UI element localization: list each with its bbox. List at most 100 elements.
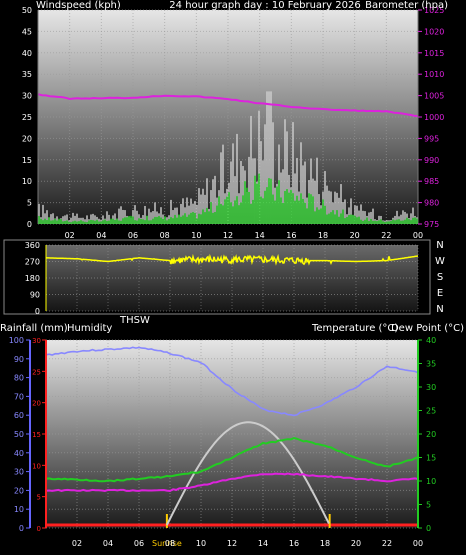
barometer-tick-label: 1010: [424, 70, 444, 79]
compass-label: N: [436, 240, 443, 251]
windspeed-tick-label: 35: [22, 70, 32, 79]
humidity-axis-title: Humidity: [67, 323, 112, 334]
temperature-line: [45, 436, 419, 483]
direction-tick-label: 0: [35, 307, 40, 316]
windspeed-tick-label: 20: [22, 134, 32, 143]
temperature-tick-label: 30: [426, 383, 436, 392]
barometer-axis-title: Barometer (hpa): [365, 0, 448, 11]
humidity-tick-label: 90: [14, 355, 24, 364]
windspeed-tick-label: 40: [22, 49, 32, 58]
bottom-hour-label: 10: [196, 539, 206, 548]
temperature-tick-label: 0: [426, 524, 431, 533]
barometer-tick-label: 1015: [424, 49, 444, 58]
barometer-line: [37, 93, 419, 118]
compass-label: E: [437, 288, 443, 299]
dewpoint-line: [45, 472, 419, 493]
rain-tick-label: 15: [32, 431, 41, 439]
barometer-tick-label: 980: [424, 199, 439, 208]
bottom-hour-label: 12: [227, 539, 237, 548]
windspeed-tick-label: 0: [27, 220, 32, 229]
bottom-hour-label: 22: [382, 539, 392, 548]
temperature-tick-label: 25: [426, 407, 436, 416]
top-hour-label: 20: [350, 231, 360, 240]
wind-direction-line: [45, 253, 419, 266]
bottom-hour-label: 18: [320, 539, 330, 548]
direction-tick-label: 270: [25, 258, 40, 267]
humidity-tick-label: 30: [14, 468, 24, 477]
top-hour-label: 16: [286, 231, 296, 240]
temperature-tick-label: 40: [426, 336, 436, 345]
temperature-tick-label: 15: [426, 454, 436, 463]
sun-markers: Sunrise: [152, 514, 331, 548]
rain-tick-label: 30: [32, 337, 41, 345]
temperature-tick-label: 5: [426, 501, 431, 510]
barometer-tick-label: 990: [424, 156, 439, 165]
bottom-hour-label: 02: [72, 539, 82, 548]
windspeed-series: [38, 173, 418, 224]
bottom-hour-label: 00: [413, 539, 423, 548]
top-hour-label: 06: [128, 231, 138, 240]
windspeed-tick-label: 45: [22, 27, 32, 36]
temperature-tick-label: 10: [426, 477, 436, 486]
rain-ticks: 0 5 10 15 20 25 30: [32, 337, 46, 533]
temperature-tick-label: 20: [426, 430, 436, 439]
compass-label: N: [436, 304, 443, 315]
top-hour-label: 10: [191, 231, 201, 240]
barometer-tick-label: 1020: [424, 27, 444, 36]
barometer-tick-label: 1000: [424, 113, 444, 122]
temperature-axis-title: Temperature (°C): [311, 323, 398, 334]
windspeed-tick-label: 25: [22, 113, 32, 122]
barometer-ticks: 975 980 985 990 995 1000 1005 1010 1015 1020 1025: [418, 6, 444, 229]
direction-ticks: 0 90 180 270 360: [25, 241, 40, 316]
barometer-tick-label: 985: [424, 177, 439, 186]
windspeed-axis-title: Windspeed (kph): [36, 0, 121, 11]
bottom-hour-label: 14: [258, 539, 268, 548]
bottom-hour-label: 08: [165, 539, 175, 548]
top-hour-label: 02: [65, 231, 75, 240]
bottom-hour-label: 16: [289, 539, 299, 548]
windspeed-tick-label: 5: [27, 199, 32, 208]
humidity-line: [45, 346, 419, 417]
humidity-tick-label: 100: [9, 336, 24, 345]
compass-label: W: [435, 256, 445, 267]
bottom-hour-ticks: 02 04 06 08 10 12 14 16 18 20 22 00: [72, 539, 423, 548]
rain-tick-label: 0: [37, 525, 41, 533]
top-hour-label: 00: [413, 231, 423, 240]
top-hour-label: 22: [381, 231, 391, 240]
windspeed-tick-label: 10: [22, 177, 32, 186]
bottom-hour-label: 20: [351, 539, 361, 548]
direction-tick-label: 180: [25, 274, 40, 283]
compass-label: S: [437, 272, 443, 283]
top-hour-ticks: 02 04 06 08 10 12 14 16 18 20 22 00: [65, 231, 424, 240]
sunrise-label: Sunrise: [152, 539, 182, 548]
top-hour-label: 14: [255, 231, 265, 240]
top-hour-label: 12: [223, 231, 233, 240]
windspeed-tick-label: 30: [22, 92, 32, 101]
rain-tick-label: 25: [32, 368, 41, 376]
humidity-tick-label: 40: [14, 449, 24, 458]
rain-tick-label: 10: [32, 462, 41, 470]
bottom-hour-label: 06: [134, 539, 144, 548]
humidity-tick-label: 0: [19, 524, 24, 533]
rain-tick-label: 5: [37, 494, 41, 502]
rain-tick-label: 20: [32, 400, 41, 408]
temperature-tick-label: 35: [426, 360, 436, 369]
top-hour-label: 08: [160, 231, 170, 240]
humidity-ticks: 0 10 20 30 40 50 60 70 80 90 100: [9, 336, 30, 533]
humidity-tick-label: 80: [14, 374, 24, 383]
direction-tick-label: 90: [30, 291, 40, 300]
windspeed-tick-label: 15: [22, 156, 32, 165]
humidity-tick-label: 60: [14, 411, 24, 420]
barometer-tick-label: 975: [424, 220, 439, 229]
temperature-ticks: 0 5 10 15 20 25 30 35 40: [418, 336, 436, 533]
humidity-tick-label: 70: [14, 392, 24, 401]
thsw-label: THSW: [119, 315, 150, 326]
barometer-tick-label: 1025: [424, 6, 444, 15]
top-hour-label: 18: [318, 231, 328, 240]
humidity-tick-label: 20: [14, 486, 24, 495]
windspeed-tick-label: 50: [22, 6, 32, 15]
